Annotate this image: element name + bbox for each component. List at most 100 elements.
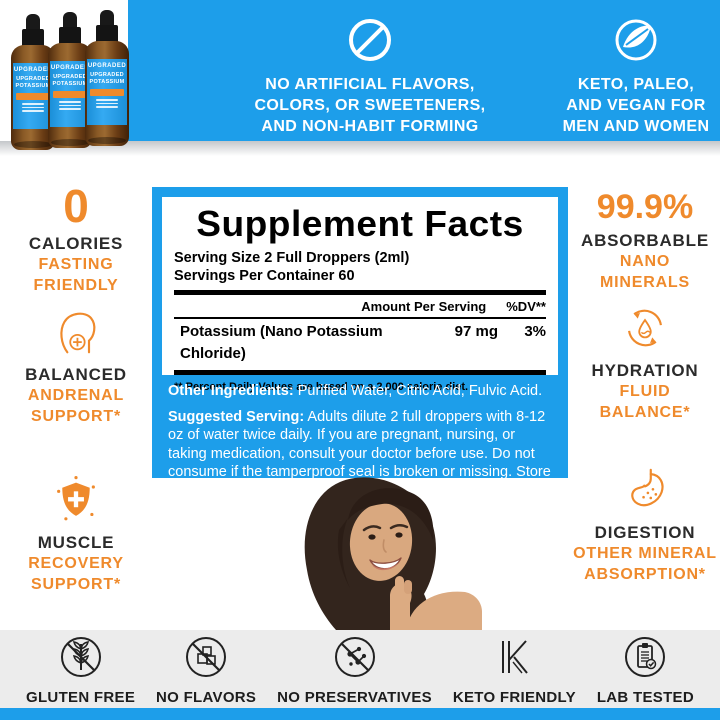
banner-right-line2: AND VEGAN FOR [566,97,706,114]
feature-sub: OTHER MINERAL [573,545,717,562]
suggested-serving-label: Suggested Serving: [168,408,305,425]
banner-left-line1: NO ARTIFICIAL FLAVORS, [265,76,475,93]
nutrient-name: Potassium (Nano Potassium Chloride) [180,323,383,362]
label-fineprint-line [22,103,44,105]
feature-calories: 0 CALORIES FASTING FRIENDLY [0,183,152,296]
feature-sub: BALANCE* [599,404,691,421]
feature-digestion: DIGESTION OTHER MINERAL ABSORPTION* [570,464,720,585]
badge-keto-friendly: KETO FRIENDLY [453,633,576,706]
no-flavors-icon [186,636,227,677]
label-fineprint-line [22,106,44,108]
hydration-cycle-icon [628,309,662,347]
feature-title: DIGESTION [594,523,696,542]
feature-absorbable: 99.9% ABSORBABLE NANO MINERALS [570,188,720,293]
dropper-collar [22,29,44,48]
nutrient-row: Potassium (Nano Potassium Chloride) 97 m… [174,321,546,365]
badge-label: KETO FRIENDLY [452,688,576,706]
calories-stat: 0 [63,180,89,232]
serving-size: Serving Size 2 Full Droppers (2ml) [174,250,410,266]
divider-thick [174,370,546,375]
footer-badges-bar: GLUTEN FREE NO FLAVORS [0,630,720,708]
label-fineprint-line [96,99,118,101]
feature-title: BALANCED [25,365,127,384]
label-fineprint-line [59,104,81,106]
bottle-product-line2: POTASSIUM [89,79,125,85]
no-symbol-icon [349,19,391,61]
supplement-facts-table: Supplement Facts Serving Size 2 Full Dro… [162,197,558,393]
dv-footnote: ** Percent Daily Values are based on a 2… [174,381,469,393]
bottle-product-line1: UPGRADED [90,72,124,78]
feature-sub: SUPPORT* [31,408,121,425]
badge-label: LAB TESTED [596,688,694,706]
panel-extra-info: Other Ingredients: Purified Water, Citri… [162,382,558,499]
bottle-flavor-ribbon [53,91,87,98]
banner-left-line3: AND NON-HABIT FORMING [261,118,479,135]
badge-lab-tested: LAB TESTED [597,633,694,706]
gluten-free-icon [60,636,101,677]
shield-cross-icon [57,476,95,521]
badge-label: NO PRESERVATIVES [277,688,432,706]
feature-sub: ABSORPTION* [584,566,706,583]
suggested-serving: Suggested Serving: Adults dilute 2 full … [168,408,552,501]
feature-sub: FRIENDLY [33,277,119,294]
banner-shadow [0,141,720,156]
adrenal-head-icon [60,312,96,354]
label-fineprint-line [22,110,44,112]
product-bottles: UPGRADED UPGRADED POTASSIUM UPGRADED UPG… [10,10,138,150]
bottle-product-line2: POTASSIUM [15,83,51,89]
absorbable-stat: 99.9% [596,188,694,226]
banner-claim-keto-paleo-vegan: KETO, PALEO, AND VEGAN FOR MEN AND WOMEN [556,14,716,137]
bottle-label: UPGRADED UPGRADED POTASSIUM [50,61,90,127]
other-ingredients-text: Purified Water, Citric Acid, Fulvic Acid… [297,383,543,399]
nutrient-dv: 3% [524,323,546,340]
label-fineprint-line [96,102,118,104]
label-fineprint-line [59,108,81,110]
dropper-bulb [26,14,40,31]
product-bottle: UPGRADED UPGRADED POTASSIUM [84,10,130,146]
bottle-brand: UPGRADED [50,65,90,71]
bottle-flavor-ribbon [16,93,50,100]
supplement-facts-title: Supplement Facts [196,203,524,244]
feature-sub: ANDRENAL [27,387,125,404]
bottle-brand: UPGRADED [13,67,53,73]
feature-sub: MINERALS [600,274,690,291]
feature-title: HYDRATION [591,361,699,380]
bottom-accent-strip [0,708,720,720]
other-ingredients: Other Ingredients: Purified Water, Citri… [168,382,552,401]
banner-right-line1: KETO, PALEO, [577,76,695,93]
bottle-product-line1: UPGRADED [53,74,87,80]
label-fineprint-line [59,101,81,103]
feature-sub: FLUID [619,383,671,400]
banner-claim-no-artificial: NO ARTIFICIAL FLAVORS, COLORS, OR SWEETE… [240,14,500,137]
feature-muscle: MUSCLE RECOVERY SUPPORT* [0,474,152,595]
bottle-product-line1: UPGRADED [16,76,50,82]
feature-sub: NANO [619,253,671,270]
badge-label: GLUTEN FREE [26,688,136,706]
column-headers: Amount Per Serving %DV** [174,298,546,315]
dropper-collar [59,27,81,46]
banner-left-line2: COLORS, OR SWEETENERS, [254,97,486,114]
badge-no-flavors: NO FLAVORS [156,633,256,706]
feature-title: ABSORBABLE [581,231,709,250]
stomach-icon [631,468,664,507]
feature-sub: SUPPORT* [31,576,121,593]
dv-header: %DV** [506,299,546,314]
nutrient-amount: 97 mg [454,323,498,340]
bottle-label: UPGRADED UPGRADED POTASSIUM [13,63,53,129]
dropper-bulb [63,12,77,29]
badge-label: NO FLAVORS [156,688,257,706]
badge-no-preservatives: NO PRESERVATIVES [277,633,432,706]
leaf-icon [615,19,657,61]
no-preservatives-icon [334,636,375,677]
feature-title: CALORIES [28,234,124,253]
servings-per-container: Servings Per Container 60 [174,268,355,284]
bottle-flavor-ribbon [90,89,124,96]
feature-sub: RECOVERY [28,555,124,572]
divider-thick [174,290,546,295]
suggested-serving-text: Adults dilute 2 full droppers with 8-12 … [168,408,551,499]
header-banner [126,0,720,141]
feature-title: MUSCLE [37,533,115,552]
badge-gluten-free: GLUTEN FREE [26,633,135,706]
bottle-brand: UPGRADED [87,63,127,69]
